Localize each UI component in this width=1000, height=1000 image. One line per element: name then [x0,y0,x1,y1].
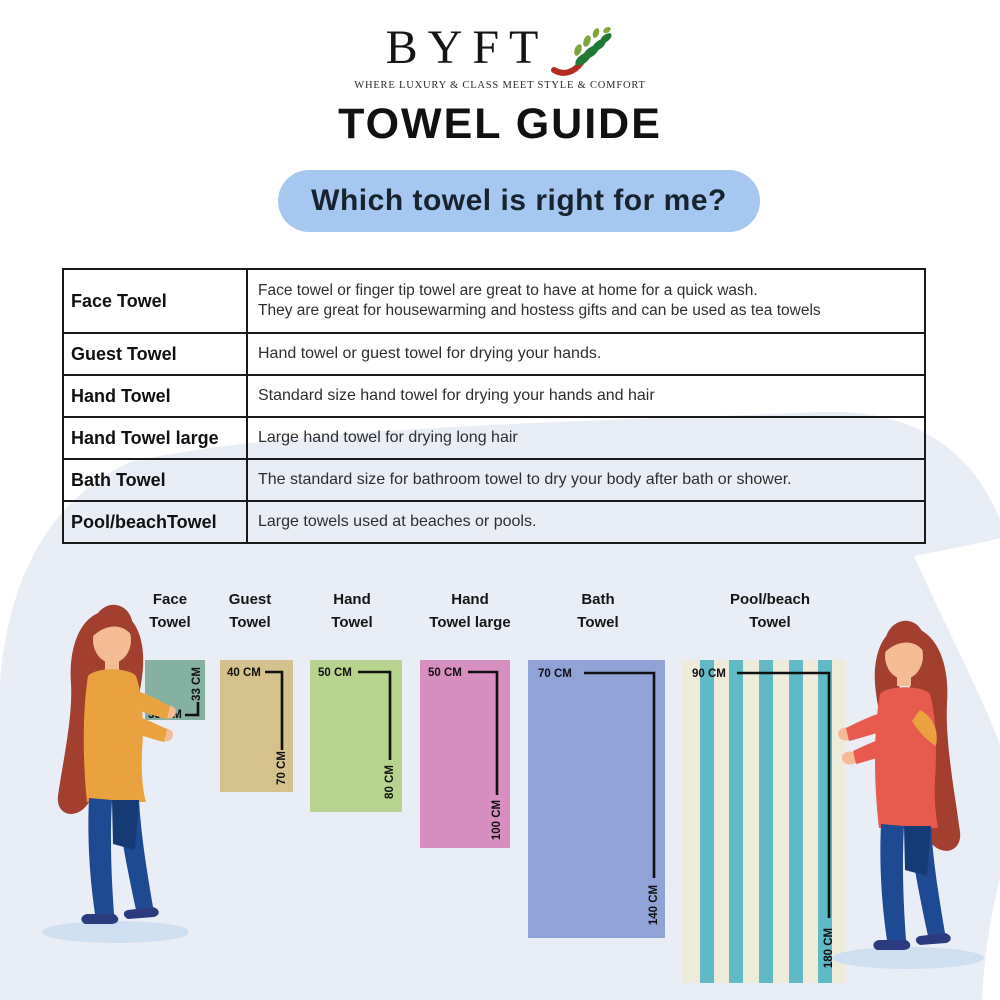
desc-line: Face towel or finger tip towel are great… [258,281,758,299]
pool-beach-towel-swatch: 90 CM 180 CM [682,660,845,983]
towel-type-cell: Face Towel [64,270,248,332]
brand-header: BYFT [0,24,1000,78]
bath-towel-dimensions: 70 CM 140 CM [538,668,660,925]
brand-name: BYFT [385,21,549,74]
table-row: Hand Towel large Large hand towel for dr… [64,416,924,458]
towel-stripe [789,660,803,983]
desc-line: Hand towel or guest towel for drying you… [258,345,602,363]
hand-towel-large-swatch: 50 CM 100 CM [420,660,510,848]
shoe [123,907,159,919]
shoe [81,914,119,924]
guest-towel-swatch: 40 CM 70 CM [220,660,293,792]
question-banner: Which towel is right for me? [278,170,760,232]
corner-bracket [185,702,200,717]
question-text: Which towel is right for me? [311,184,727,217]
desc-line: The standard size for bathroom towel to … [258,471,792,489]
width-label: 90 CM [692,668,726,680]
table-row: Pool/beachTowel Large towels used at bea… [64,500,924,542]
left-woman-illustration [42,604,188,943]
hair-front [884,620,926,654]
leaf-logo-icon [551,26,612,76]
width-label: 40 CM [227,667,261,679]
arm-upper [846,710,894,741]
leg-shade [904,826,931,876]
towel-desc-cell: The standard size for bathroom towel to … [248,460,924,500]
table-row: Face Towel Face towel or finger tip towe… [64,270,924,332]
desc-line: Large hand towel for drying long hair [258,429,518,447]
towel-header-bath: Bath Towel [577,591,619,632]
towel-header-hand: Hand Towel [331,591,373,632]
height-label: 140 CM [648,885,660,925]
towel-stripe [729,660,743,983]
towel-type-cell: Bath Towel [64,460,248,500]
height-label: 33 CM [191,667,203,701]
towel-header-hand-large: Hand Towel large [429,591,511,632]
dimension-line [265,670,284,750]
leg [88,798,114,914]
towel-stripe [700,660,714,983]
dimension-line [468,670,499,795]
towel-desc-cell: Large hand towel for drying long hair [248,418,924,458]
width-label: 50 CM [318,667,352,679]
sleeve-accent [912,710,937,746]
towel-type-cell: Guest Towel [64,334,248,374]
towel-header-face: Face Towel [149,591,191,632]
torso [875,687,938,828]
table-row: Hand Towel Standard size hand towel for … [64,374,924,416]
bath-towel-swatch: 70 CM 140 CM [528,660,665,938]
desc-line: Standard size hand towel for drying your… [258,387,655,405]
hair-front [92,604,134,638]
table-row: Bath Towel The standard size for bathroo… [64,458,924,500]
arm-upper [124,688,170,719]
arm-lower [120,712,167,742]
towel-type-cell: Hand Towel [64,376,248,416]
width-label: 70 CM [538,668,572,680]
hand-towel-large-dimensions: 50 CM 100 CM [428,667,503,840]
shoe [873,940,911,950]
page-title: TOWEL GUIDE [338,100,662,148]
hand-towel-swatch: 50 CM 80 CM [310,660,402,812]
dimension-line [358,670,392,760]
towel-type-cell: Hand Towel large [64,418,248,458]
blob-notch-corner [982,878,1000,1000]
torso [83,669,146,802]
table-row: Guest Towel Hand towel or guest towel fo… [64,332,924,374]
blob-notch-right [914,538,1000,744]
shadow [42,921,188,943]
shadow [832,947,984,969]
towel-header-guest: Guest Towel [228,591,272,632]
height-label: 100 CM [491,800,503,840]
arm-lower [853,734,900,764]
leg [880,824,906,940]
height-label: 70 CM [276,751,288,785]
towel-desc-cell: Large towels used at beaches or pools. [248,502,924,542]
towel-desc-cell: Face towel or finger tip towel are great… [248,270,924,332]
leg-shade [112,800,139,850]
shoe [915,933,951,945]
hand-towel-dimensions: 50 CM 80 CM [318,667,396,799]
neck [105,656,119,670]
right-woman-illustration [832,620,984,969]
towel-stripe [759,660,773,983]
pool-towel-dimensions: 90 CM 180 CM [692,668,835,968]
height-label: 180 CM [823,928,835,968]
height-label: 80 CM [384,765,396,799]
towel-header-pool: Pool/beach Towel [729,591,811,632]
towel-desc-cell: Hand towel or guest towel for drying you… [248,334,924,374]
brand-tagline: WHERE LUXURY & CLASS MEET STYLE & COMFOR… [354,80,646,91]
desc-line: They are great for housewarming and host… [258,302,821,319]
dimension-line [584,671,656,878]
width-label: 50 CM [428,667,462,679]
desc-line: Large towels used at beaches or pools. [258,513,537,531]
towel-guide-table: Face Towel Face towel or finger tip towe… [62,268,926,544]
towel-type-cell: Pool/beachTowel [64,502,248,542]
towel-desc-cell: Standard size hand towel for drying your… [248,376,924,416]
neck [897,672,911,686]
dimension-line [737,671,831,918]
guest-towel-dimensions: 40 CM 70 CM [227,667,288,785]
